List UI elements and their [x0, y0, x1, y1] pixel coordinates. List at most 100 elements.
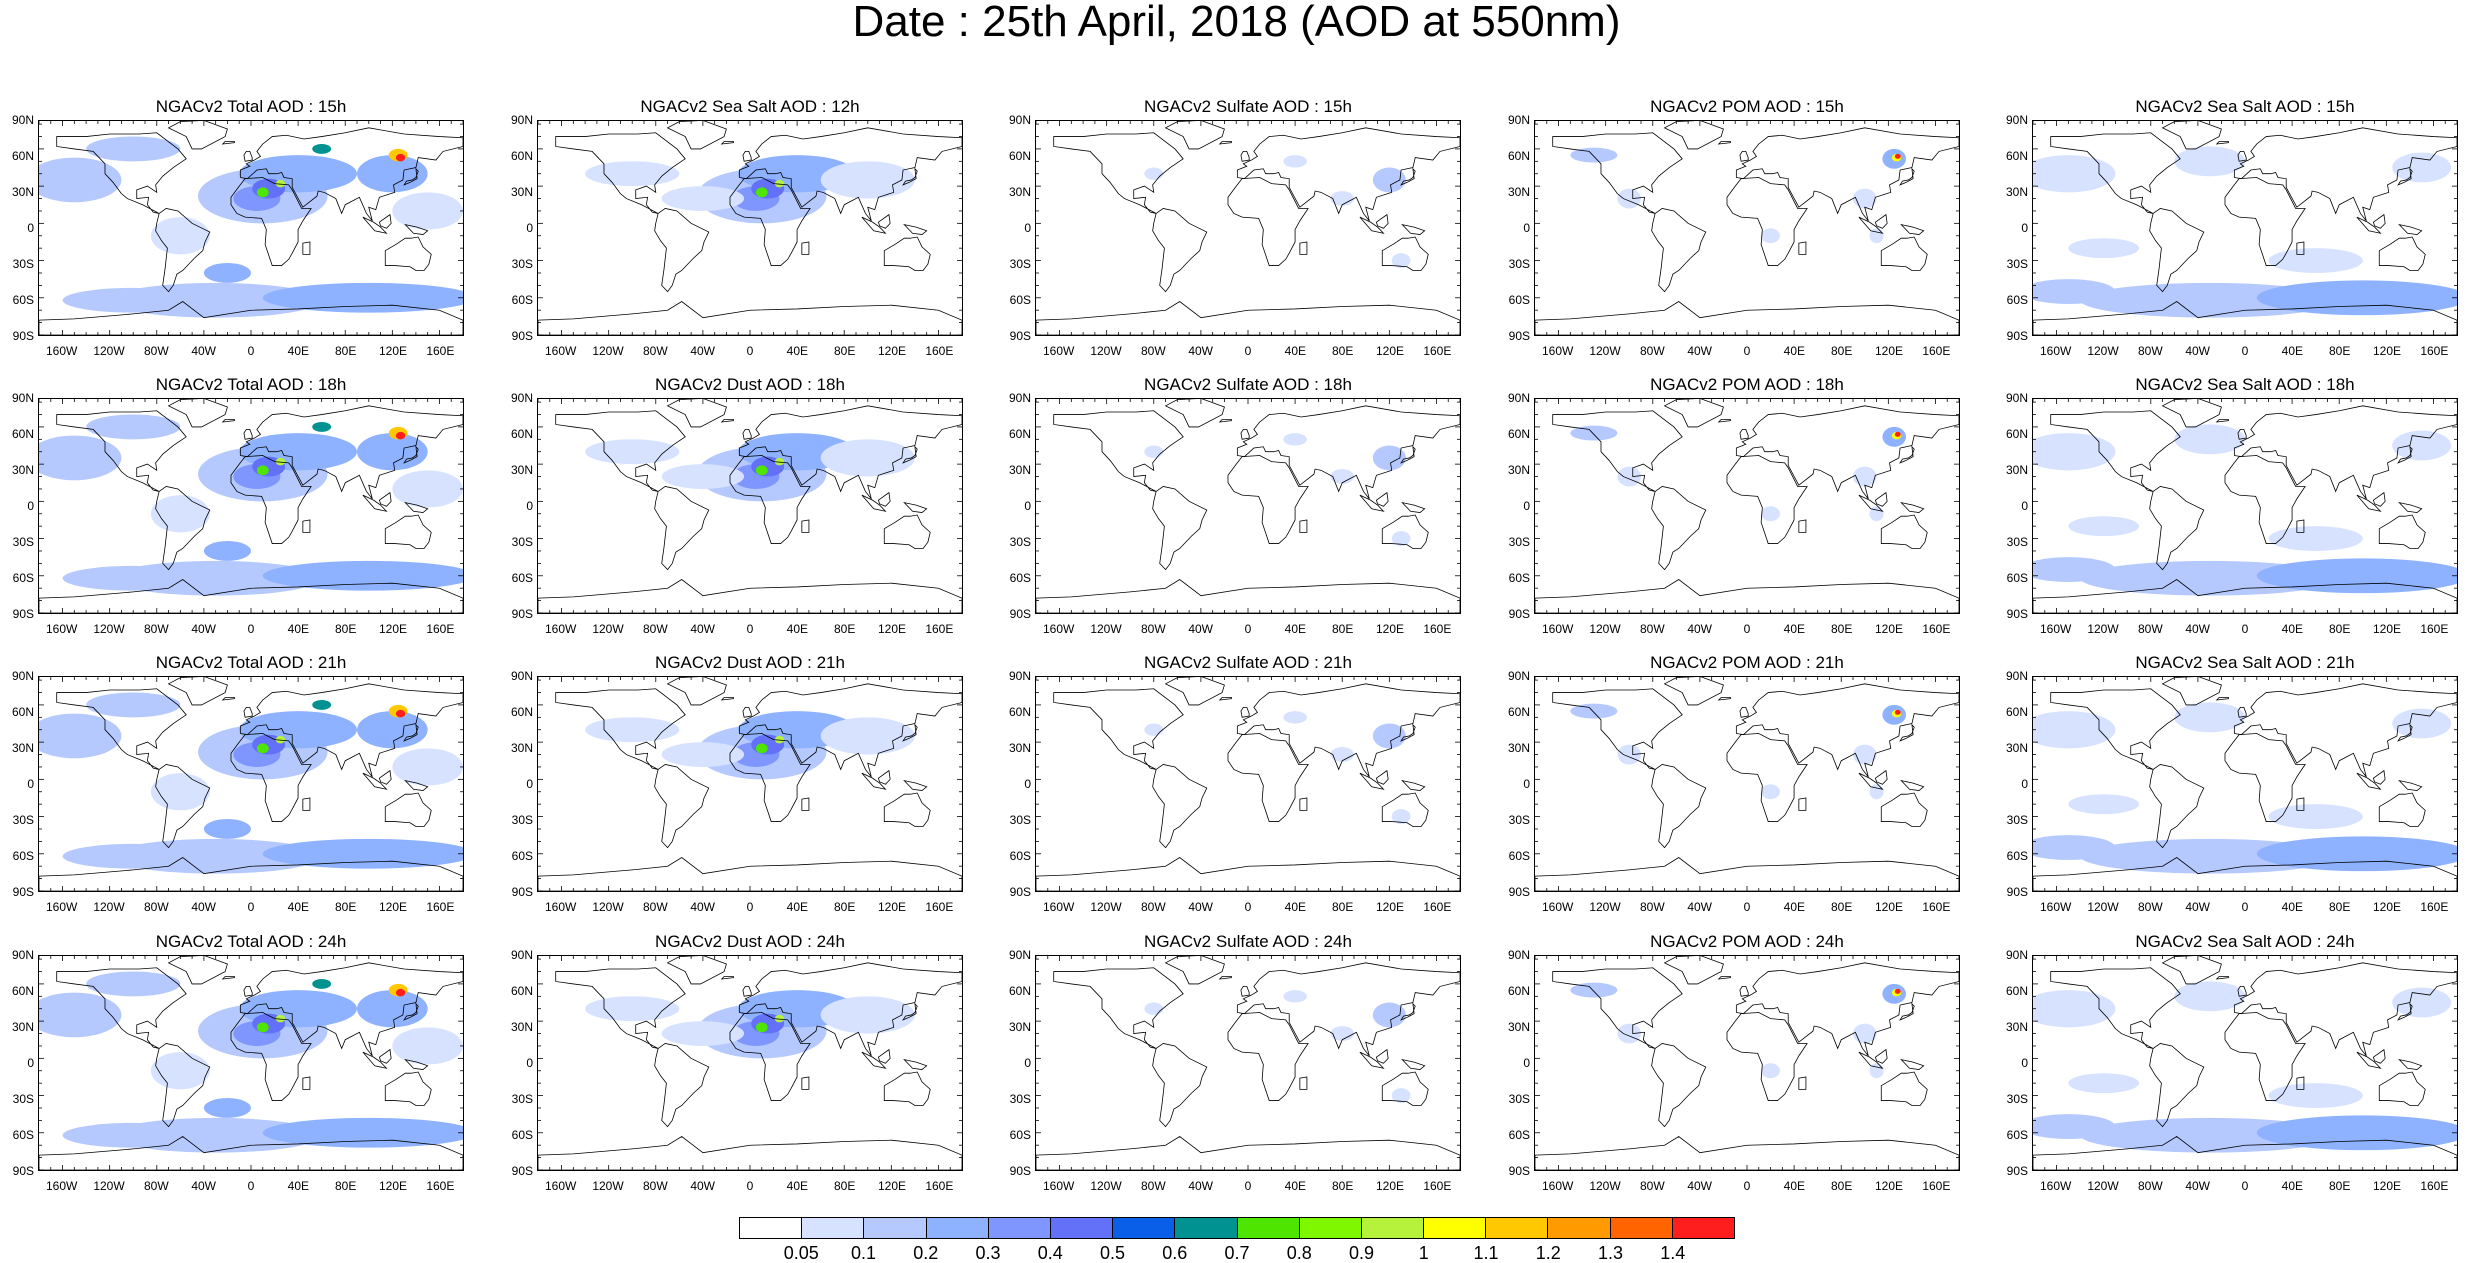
coastline [2372, 769, 2386, 785]
lon-tick-label: 80E [1331, 344, 1354, 358]
coastline [1218, 976, 1232, 980]
aod-region [256, 465, 269, 476]
lon-tick-label: 160E [1922, 622, 1951, 636]
coastline [2397, 723, 2413, 742]
lat-tick-label: 30N [1507, 1020, 1530, 1034]
lat-tick-label: 90N [11, 669, 34, 683]
aod-region [62, 565, 204, 591]
coastline [1152, 764, 1208, 849]
coastline [221, 697, 235, 701]
aod-region [39, 713, 122, 759]
lon-tick-label: 40E [287, 344, 309, 358]
coastline [877, 1048, 891, 1064]
aod-region [1570, 703, 1618, 719]
map-plot-area [38, 120, 464, 336]
lon-tick-label: 160E [1423, 344, 1452, 358]
aod-region [39, 435, 122, 481]
coastline [167, 677, 228, 706]
lat-tick-label: 30N [510, 1020, 533, 1034]
aod-region [1853, 1023, 1877, 1044]
coastline [666, 956, 727, 985]
lon-tick-label: 80W [143, 900, 169, 914]
lat-tick-label: 90N [2005, 391, 2028, 405]
lon-tick-label: 120E [1874, 1179, 1904, 1193]
aod-region [1617, 744, 1641, 765]
coastline [1552, 688, 1683, 770]
aod-region [661, 186, 745, 211]
lon-tick-label: 120E [378, 344, 408, 358]
lat-tick-label: 90S [511, 1164, 533, 1178]
coastline [861, 216, 887, 234]
lat-tick-label: 60N [1008, 427, 1031, 441]
lon-tick-label: 0 [746, 622, 754, 636]
aod-field [2033, 121, 2457, 335]
lat-tick-label: 90N [1008, 391, 1031, 405]
panel-title: NGACv2 Sea Salt AOD : 18h [2135, 375, 2355, 394]
panel-title: NGACv2 Sea Salt AOD : 12h [640, 97, 860, 116]
lon-tick-label: 40W [2185, 622, 2210, 636]
panel-title: NGACv2 Dust AOD : 24h [655, 932, 845, 951]
coastline [2398, 1058, 2423, 1070]
coastline [403, 723, 419, 742]
aod-region [2174, 702, 2245, 733]
lon-tick-label: 80E [334, 344, 357, 358]
lat-tick-label: 90S [12, 607, 34, 621]
coastline [362, 494, 388, 512]
aod-region [1372, 1002, 1406, 1028]
map-plot-area [1035, 398, 1461, 614]
colorbar-box [1486, 1218, 1549, 1238]
coastline [302, 797, 311, 811]
coastline [221, 141, 235, 145]
coastline [720, 141, 734, 145]
lon-tick-label: 0 [1244, 344, 1252, 358]
lon-tick-label: 120W [1090, 900, 1122, 914]
lon-tick-label: 80W [1140, 622, 1166, 636]
coastline [2296, 797, 2305, 811]
lat-tick-label: 90S [2006, 329, 2028, 343]
lon-tick-label: 80W [2137, 622, 2163, 636]
coastline [1880, 236, 1928, 271]
lat-tick-label: 60S [511, 571, 533, 585]
coastline [1726, 177, 1808, 266]
aod-field [1036, 677, 1460, 891]
lon-tick-label: 0 [1244, 900, 1252, 914]
lat-tick-label: 60N [11, 427, 34, 441]
coastline [230, 1012, 312, 1101]
lat-tick-label: 30N [1507, 463, 1530, 477]
lat-tick-label: 90S [1009, 1164, 1031, 1178]
lon-tick-label: 120E [1874, 622, 1904, 636]
aod-region [755, 1022, 768, 1033]
lon-tick-label: 80W [1639, 622, 1665, 636]
coastline [666, 677, 727, 706]
coastline [1735, 405, 1959, 500]
aod-field [1036, 399, 1460, 613]
lat-tick-label: 90S [1508, 607, 1530, 621]
aod-region [1761, 228, 1780, 244]
lon-tick-label: 40E [786, 900, 808, 914]
aod-region [256, 187, 269, 198]
coastline [1739, 151, 1749, 162]
lon-tick-label: 40W [1687, 622, 1712, 636]
coastline [654, 208, 710, 293]
lon-tick-label: 40E [287, 1179, 309, 1193]
lon-tick-label: 80W [1639, 900, 1665, 914]
lat-tick-label: 90S [2006, 1164, 2028, 1178]
aod-region [2033, 557, 2116, 582]
lat-tick-label: 60N [1507, 149, 1530, 163]
lat-tick-label: 0 [27, 777, 34, 791]
coastline [1218, 141, 1232, 145]
lat-tick-label: 60S [12, 571, 34, 585]
coastline [362, 772, 388, 790]
lat-tick-label: 0 [526, 777, 533, 791]
aod-region [774, 735, 785, 744]
coastline [555, 132, 686, 214]
lon-tick-label: 80W [1140, 344, 1166, 358]
coastline [384, 514, 432, 549]
aod-region [395, 709, 406, 718]
lon-tick-label: 40E [287, 900, 309, 914]
lat-tick-label: 30S [12, 813, 34, 827]
lat-tick-label: 90S [1009, 329, 1031, 343]
aod-region [774, 1014, 785, 1023]
coastline [538, 1136, 962, 1170]
lat-tick-label: 90S [511, 885, 533, 899]
